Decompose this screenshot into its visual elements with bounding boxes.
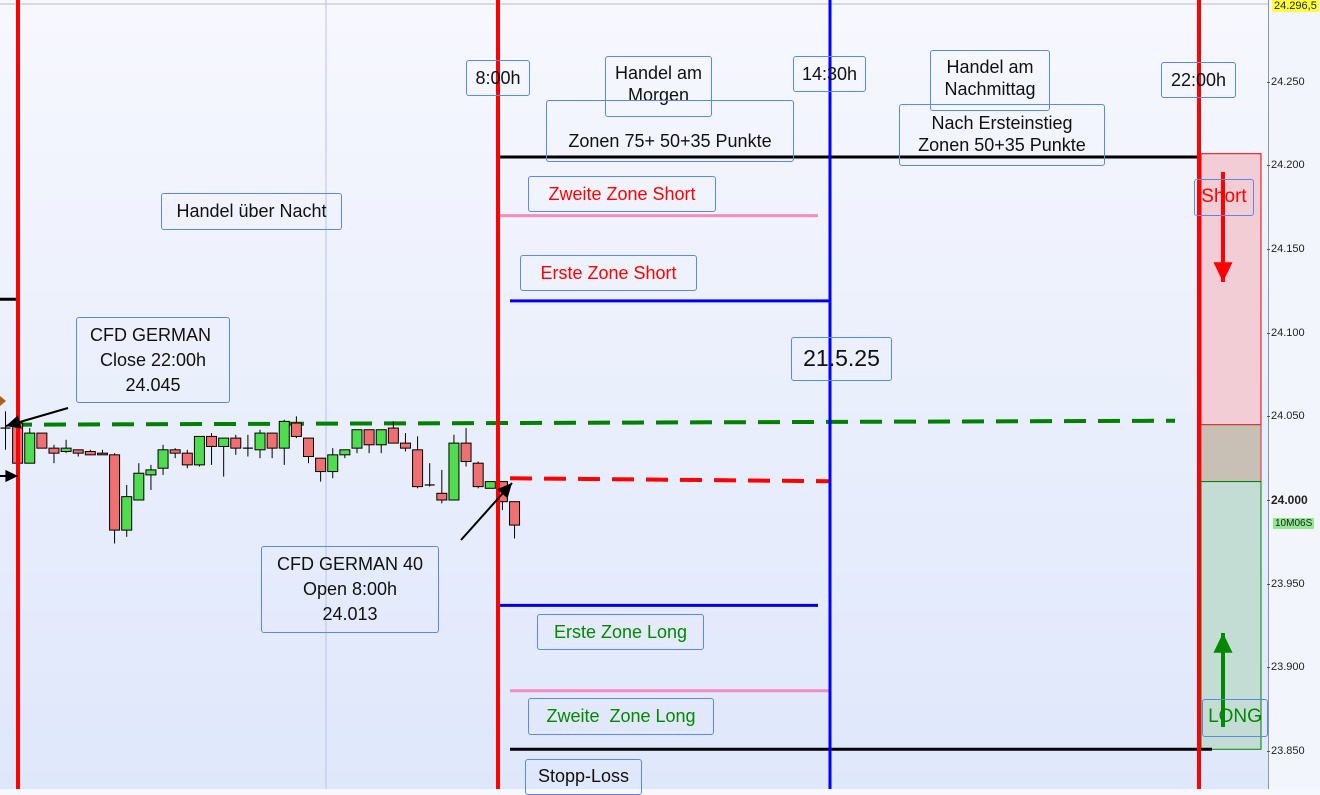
candle-body	[218, 437, 230, 447]
candle-body	[254, 432, 266, 451]
y-tick-label: 23.950	[1267, 577, 1305, 590]
current-price-tag: 24.296,5	[1272, 0, 1319, 12]
candle-body	[121, 496, 133, 531]
candle-body	[375, 429, 387, 446]
candle-body	[181, 452, 193, 466]
candle-body	[448, 442, 460, 501]
close-pointer-arrow-icon	[6, 415, 22, 429]
candle-body	[60, 447, 72, 452]
candle-body	[206, 435, 218, 447]
label-close-22-00h[interactable]: CFD GERMAN Close 22:00h 24.045	[76, 317, 230, 403]
label-second-zone-short[interactable]: Zweite Zone Short	[528, 176, 716, 212]
y-tick-label: 23.850	[1267, 744, 1305, 757]
label-first-zone-long[interactable]: Erste Zone Long	[537, 614, 704, 650]
candle-timer-tag: 10M06S	[1273, 518, 1315, 529]
candle-body	[48, 447, 60, 454]
label-overnight-trading[interactable]: Handel über Nacht	[161, 193, 342, 230]
label-short[interactable]: Short	[1194, 179, 1254, 216]
candle-body	[460, 442, 472, 463]
label-long[interactable]: LONG	[1202, 699, 1268, 737]
candle-body	[290, 422, 302, 437]
candle-body	[387, 427, 399, 444]
candle-body	[36, 432, 48, 449]
candle-body	[193, 435, 205, 466]
candle-body	[145, 469, 157, 476]
label-second-zone-long[interactable]: Zweite Zone Long	[528, 698, 714, 735]
candle-body	[133, 472, 145, 501]
candle-body	[84, 450, 96, 456]
candle-body	[399, 442, 411, 449]
left-pointer-arrow-icon	[5, 469, 18, 483]
y-tick-label: 24.050	[1267, 410, 1305, 423]
candle-body	[109, 454, 121, 531]
label-afternoon-trading[interactable]: Handel am Nachmittag	[930, 50, 1050, 111]
candle-body	[412, 449, 424, 488]
y-tick-label: 24.200	[1267, 159, 1305, 172]
y-tick-label: 24.250	[1267, 75, 1305, 88]
label-morning-zones[interactable]: Zonen 75+ 50+35 Punkte	[546, 100, 794, 162]
candle-body	[351, 429, 363, 449]
candle-body	[266, 432, 278, 449]
brown-marker-icon	[0, 396, 6, 406]
y-tick-label: 24.150	[1267, 243, 1305, 256]
price-level-line	[509, 476, 831, 484]
y-tick-label: 24.000	[1267, 493, 1308, 507]
candle-body	[24, 432, 36, 464]
candle-body	[472, 462, 484, 488]
candle-body	[315, 457, 327, 473]
label-8-00h[interactable]: 8:00h	[466, 60, 530, 96]
candle-body	[509, 501, 521, 526]
candle-body	[363, 429, 375, 446]
candle-body	[339, 449, 351, 456]
price-chart[interactable]	[0, 0, 1268, 789]
candle-body	[72, 449, 84, 454]
candle-body	[169, 449, 181, 454]
y-tick-label: 24.100	[1267, 326, 1305, 339]
candle-body	[303, 437, 314, 458]
short-direction-arrow-icon	[1213, 262, 1233, 282]
candle-body	[230, 437, 242, 449]
price-axis[interactable]	[1268, 0, 1320, 789]
label-14-30h[interactable]: 14:30h	[793, 56, 866, 92]
label-afternoon-zones[interactable]: Nach Ersteinstieg Zonen 50+35 Punkte	[899, 104, 1105, 166]
label-date[interactable]: 21.5.25	[791, 337, 892, 381]
label-open-8-00h[interactable]: CFD GERMAN 40 Open 8:00h 24.013	[261, 546, 439, 633]
long-direction-arrow-icon	[1213, 633, 1233, 653]
candle-body	[327, 454, 339, 473]
zone-rect	[1200, 424, 1262, 483]
label-first-zone-short[interactable]: Erste Zone Short	[520, 255, 697, 291]
label-stop-loss[interactable]: Stopp-Loss	[525, 759, 642, 795]
candle-body	[278, 420, 290, 449]
label-22-00h[interactable]: 22:00h	[1161, 62, 1236, 98]
price-level-line	[9, 418, 1176, 427]
open-pointer-arrow-icon	[497, 483, 512, 499]
candle-body	[484, 481, 496, 489]
candle-body	[436, 492, 448, 501]
candle-body	[96, 452, 108, 456]
y-tick-label: 23.900	[1267, 661, 1305, 674]
candle-body	[157, 449, 169, 469]
